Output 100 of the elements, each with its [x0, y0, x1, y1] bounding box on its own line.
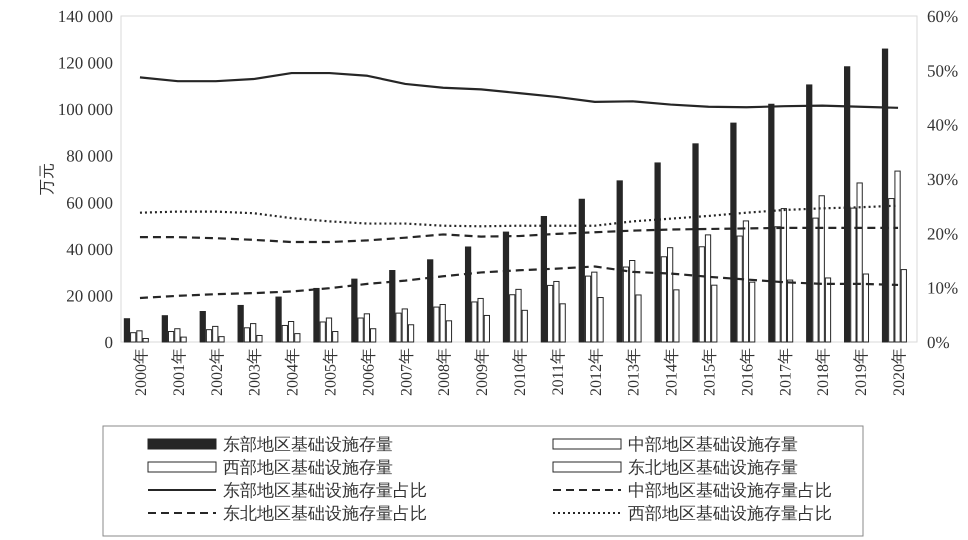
- bar: [395, 312, 402, 342]
- bar: [553, 280, 560, 342]
- bar: [818, 195, 825, 342]
- y2-tick-label: 0%: [927, 333, 950, 352]
- bar: [812, 218, 819, 342]
- bar: [446, 320, 452, 342]
- bar: [471, 301, 478, 342]
- bar: [730, 122, 737, 342]
- bar: [862, 274, 870, 342]
- y2-tick-label: 40%: [927, 116, 958, 135]
- bar: [256, 334, 263, 342]
- y2-tick-label: 60%: [927, 7, 958, 26]
- bar: [180, 336, 187, 342]
- bar: [326, 318, 332, 342]
- bar: [332, 331, 338, 342]
- bar: [124, 318, 130, 342]
- bar: [130, 332, 136, 342]
- bar: [168, 331, 174, 342]
- x-tick-label: 2007年: [398, 348, 416, 396]
- bar: [509, 294, 516, 342]
- bar: [900, 269, 907, 342]
- x-tick-label: 2006年: [360, 348, 378, 396]
- x-tick-label: 2018年: [815, 348, 832, 396]
- bar: [629, 260, 636, 342]
- bar: [786, 280, 794, 342]
- y2-tick-label: 10%: [927, 278, 958, 298]
- bar: [433, 306, 440, 342]
- bar: [894, 170, 901, 342]
- y-tick-label: 60 000: [66, 193, 113, 212]
- x-tick-label: 2005年: [322, 348, 340, 396]
- y-tick-label: 0: [104, 333, 113, 352]
- bar: [736, 236, 743, 342]
- bar: [616, 180, 623, 342]
- bar: [294, 333, 300, 342]
- bar: [320, 321, 326, 342]
- bar: [162, 315, 168, 342]
- bar: [200, 310, 206, 342]
- bar: [402, 308, 408, 342]
- bar: [206, 329, 212, 342]
- bar: [666, 247, 674, 342]
- bar: [427, 259, 434, 342]
- legend-label: 东部地区基础设施存量: [223, 435, 393, 454]
- bar: [673, 289, 680, 342]
- bar: [515, 288, 522, 342]
- bar: [597, 297, 604, 342]
- x-tick-label: 2017年: [777, 348, 794, 396]
- x-tick-label: 2010年: [512, 348, 529, 396]
- y-tick-label: 40 000: [66, 240, 113, 259]
- bar: [136, 330, 143, 342]
- bar: [660, 256, 667, 342]
- bar: [547, 284, 554, 342]
- x-tick-label: 2002年: [208, 348, 226, 396]
- x-tick-label: 2012年: [588, 348, 605, 396]
- y2-tick-label: 20%: [927, 224, 958, 244]
- bar: [578, 198, 585, 342]
- x-tick-label: 2000年: [132, 348, 150, 396]
- x-tick-label: 2020年: [891, 348, 908, 396]
- bar: [282, 324, 288, 342]
- bar: [622, 266, 630, 342]
- bar: [742, 220, 750, 342]
- y2-tick-label: 30%: [927, 170, 958, 189]
- legend-label: 西部地区基础设施存量占比: [628, 504, 832, 523]
- bar: [212, 326, 218, 342]
- bar: [464, 246, 472, 342]
- bar: [502, 232, 510, 342]
- x-tick-label: 2004年: [284, 348, 302, 396]
- bar: [484, 314, 490, 342]
- bar: [780, 208, 787, 342]
- bar: [540, 216, 548, 342]
- bar: [275, 296, 282, 342]
- bar: [238, 304, 244, 342]
- bar: [584, 276, 592, 342]
- x-tick-label: 2014年: [664, 348, 681, 396]
- bar: [142, 338, 149, 342]
- x-tick-label: 2011年: [550, 348, 567, 396]
- bar: [749, 282, 756, 342]
- bar: [882, 48, 888, 342]
- bar: [477, 298, 484, 342]
- bar: [591, 272, 598, 342]
- bar: [218, 336, 225, 342]
- x-tick-label: 2003年: [246, 348, 264, 396]
- bar: [389, 270, 396, 342]
- bar: [654, 162, 661, 342]
- bar: [768, 104, 774, 342]
- bar: [806, 84, 812, 342]
- bar: [174, 328, 180, 342]
- bar: [774, 226, 781, 342]
- y-tick-label: 20 000: [66, 286, 113, 306]
- bar: [635, 294, 642, 342]
- bar: [440, 304, 446, 342]
- y-axis-title: 万元: [39, 163, 56, 195]
- x-tick-label: 2001年: [170, 348, 188, 396]
- bar: [560, 303, 566, 342]
- bar: [698, 246, 705, 342]
- legend-label: 西部地区基础设施存量: [223, 458, 393, 477]
- y-tick-label: 80 000: [66, 146, 113, 166]
- bar: [850, 208, 857, 342]
- legend-label: 东部地区基础设施存量占比: [223, 481, 427, 500]
- x-tick-label: 2015年: [702, 348, 719, 396]
- bar: [856, 182, 863, 342]
